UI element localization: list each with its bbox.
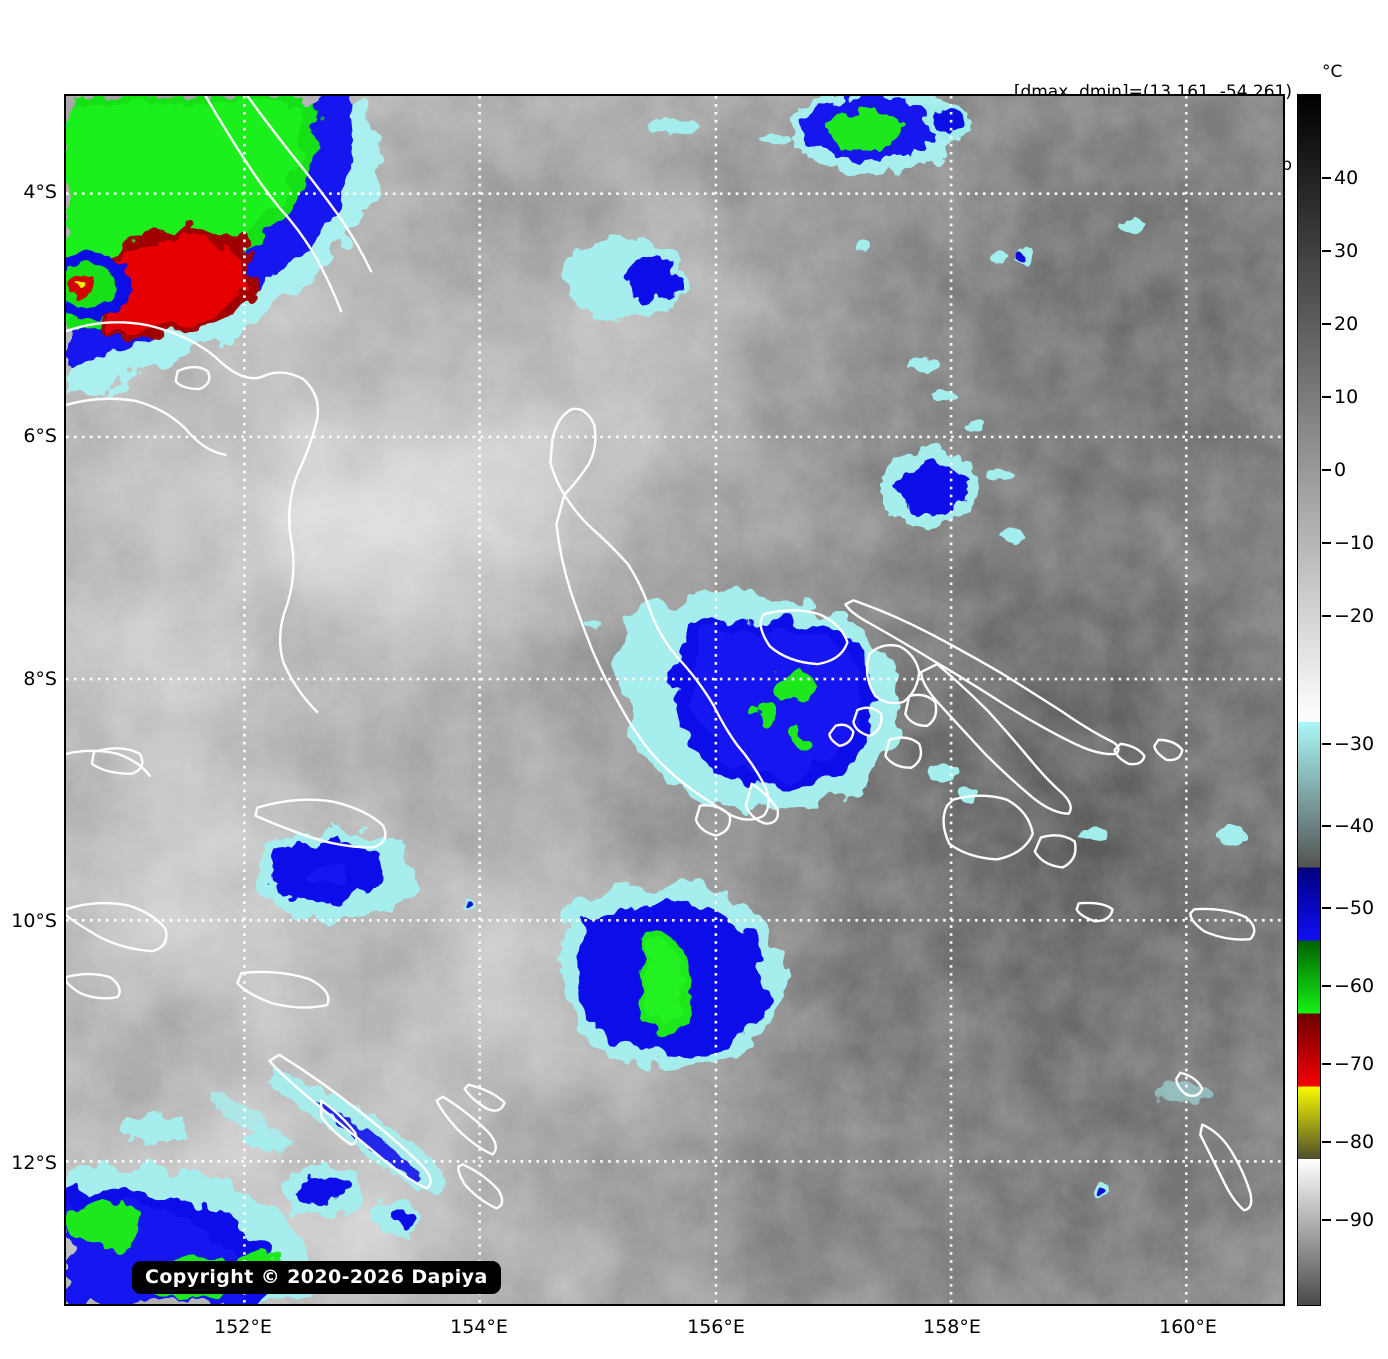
colorbar-tick--80 [1322, 1141, 1331, 1143]
cell-new-britain-west-cell [66, 251, 132, 320]
colorbar-label-0: 0 [1334, 459, 1347, 481]
lon-tick-label-152e: 152°E [214, 1316, 272, 1338]
lon-tick-label-158e: 158°E [923, 1316, 981, 1338]
lat-tick-label-10s: 10°S [11, 910, 57, 932]
colorbar-label-30: 30 [1334, 240, 1359, 262]
colorbar-label-10: 10 [1334, 386, 1359, 408]
colorbar-label--10: −10 [1334, 532, 1375, 554]
colorbar-label--80: −80 [1334, 1131, 1375, 1153]
colorbar-label--40: −40 [1334, 815, 1375, 837]
temperature-colorbar[interactable] [1297, 94, 1321, 1306]
colorbar-tick--40 [1322, 825, 1331, 827]
cell-main-storm-core-maila [619, 596, 902, 811]
lat-tick-label-8s: 8°S [23, 668, 57, 690]
colorbar-tick-0 [1322, 469, 1331, 471]
colorbar-label--90: −90 [1334, 1209, 1375, 1231]
cell-louisiade-cell [258, 831, 416, 922]
cell-bismarck-sea-cell [562, 237, 686, 318]
colorbar-label-40: 40 [1334, 167, 1359, 189]
satellite-imagery-canvas[interactable]: Copyright © 2020-2026 Dapiya [64, 94, 1285, 1306]
cell-new-britain-deep-convection [66, 96, 380, 396]
colorbar-tick-10 [1322, 396, 1331, 398]
colorbar-tick--70 [1322, 1063, 1331, 1065]
lon-tick-label-160e: 160°E [1159, 1316, 1217, 1338]
colorbar-label--30: −30 [1334, 733, 1375, 755]
colorbar-label--50: −50 [1334, 897, 1375, 919]
colorbar-tick--20 [1322, 615, 1331, 617]
colorbar-tick--50 [1322, 907, 1331, 909]
colorbar-tick-40 [1322, 177, 1331, 179]
cell-north-cluster-158e [789, 96, 976, 174]
colorbar-label--60: −60 [1334, 975, 1375, 997]
colorbar-gradient [1298, 95, 1320, 1305]
gridline-overlay [66, 96, 1283, 1304]
colorbar-label-20: 20 [1334, 313, 1359, 335]
colorbar-unit-label: °C [1322, 62, 1343, 82]
lat-tick-label-4s: 4°S [23, 181, 57, 203]
colorbar-label--20: −20 [1334, 605, 1375, 627]
lat-tick-label-6s: 6°S [23, 425, 57, 447]
coastline-overlay [66, 96, 1256, 1212]
colorbar-tick--30 [1322, 743, 1331, 745]
cell-south-cluster-156e [560, 886, 784, 1067]
lat-tick-label-12s: 12°S [11, 1152, 57, 1174]
colorbar-tick--60 [1322, 985, 1331, 987]
colorbar-tick--90 [1322, 1219, 1331, 1221]
colorbar-tick-20 [1322, 323, 1331, 325]
cell-bougainville-ne-cell [881, 450, 978, 527]
colorbar-label--70: −70 [1334, 1053, 1375, 1075]
lon-tick-label-154e: 154°E [450, 1316, 508, 1338]
colorbar-tick-30 [1322, 250, 1331, 252]
lon-tick-label-156e: 156°E [687, 1316, 745, 1338]
colorbar-tick--10 [1322, 542, 1331, 544]
copyright-watermark: Copyright © 2020-2026 Dapiya [132, 1261, 501, 1294]
